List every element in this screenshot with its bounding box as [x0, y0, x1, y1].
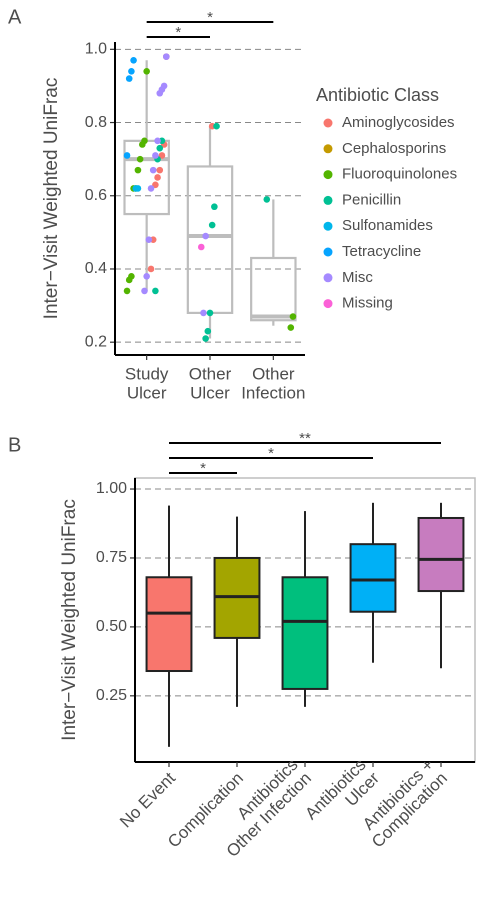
- point: [139, 141, 146, 148]
- panel-label: B: [8, 434, 21, 456]
- x-tick-label: Ulcer: [127, 383, 167, 402]
- x-tick-label: Other: [189, 364, 232, 383]
- significance-label: **: [299, 430, 311, 447]
- point: [211, 203, 218, 211]
- point: [156, 144, 164, 152]
- point: [136, 155, 144, 163]
- point: [143, 272, 150, 280]
- point: [125, 276, 133, 284]
- point: [149, 166, 157, 174]
- y-axis-title: Inter−Visit Weighted UniFrac: [59, 499, 80, 741]
- legend-title: Antibiotic Class: [316, 85, 439, 105]
- point: [200, 309, 207, 317]
- significance-label: *: [268, 445, 274, 462]
- point: [154, 174, 161, 181]
- legend-swatch: [323, 247, 333, 257]
- point: [163, 53, 170, 60]
- point: [152, 287, 159, 295]
- box: [417, 516, 465, 593]
- legend-label: Tetracycline: [342, 243, 421, 260]
- x-tick-label: Infection: [241, 383, 305, 402]
- point: [147, 265, 155, 273]
- legend-label: Penicillin: [342, 191, 401, 208]
- significance-label: *: [175, 24, 181, 41]
- point: [123, 287, 131, 295]
- point: [128, 67, 135, 75]
- y-tick-label: 0.8: [85, 114, 107, 131]
- legend-swatch: [323, 170, 333, 180]
- point: [154, 137, 161, 145]
- legend-swatch: [323, 273, 333, 283]
- y-tick-label: 0.6: [85, 187, 107, 204]
- x-tick-label: Ulcer: [190, 383, 230, 402]
- significance-label: *: [200, 460, 206, 477]
- point: [134, 166, 142, 174]
- point: [213, 122, 220, 130]
- y-tick-label: 1.0: [85, 41, 107, 58]
- point: [152, 181, 159, 189]
- y-tick-label: 0.4: [85, 260, 107, 277]
- point: [141, 287, 148, 295]
- panel-label: A: [8, 6, 22, 28]
- point: [287, 324, 295, 331]
- legend-label: Fluoroquinolones: [342, 166, 457, 183]
- legend-label: Missing: [342, 295, 393, 312]
- legend-label: Cephalosporins: [342, 140, 446, 157]
- box: [145, 576, 193, 673]
- y-tick-label: 0.2: [85, 333, 107, 350]
- point: [132, 185, 140, 192]
- point: [156, 89, 164, 97]
- point: [143, 67, 150, 75]
- legend-label: Sulfonamides: [342, 217, 433, 234]
- legend-swatch: [323, 195, 333, 205]
- point: [125, 75, 133, 82]
- point: [123, 152, 131, 159]
- y-tick-label: 0.50: [96, 618, 127, 635]
- x-tick-label: No Event: [116, 768, 179, 831]
- y-tick-label: 0.25: [96, 687, 127, 704]
- y-tick-label: 0.75: [96, 549, 127, 566]
- legend-label: Misc: [342, 269, 373, 286]
- box: [349, 543, 397, 613]
- legend-swatch: [323, 118, 333, 128]
- point: [208, 221, 216, 229]
- box: [186, 165, 234, 315]
- point: [152, 152, 159, 159]
- x-tick-label: Study: [125, 364, 169, 383]
- x-tick-label-group: No Event: [116, 768, 179, 831]
- box: [281, 576, 329, 690]
- box: [250, 256, 297, 322]
- point: [197, 243, 205, 251]
- point: [158, 152, 166, 159]
- point: [156, 166, 164, 174]
- point: [263, 196, 271, 203]
- legend-label: Aminoglycosides: [342, 114, 455, 131]
- box: [123, 139, 170, 216]
- point: [130, 57, 137, 64]
- legend-swatch: [323, 144, 333, 154]
- point: [206, 309, 214, 317]
- significance-label: *: [207, 9, 213, 26]
- point: [204, 327, 212, 335]
- legend-swatch: [323, 221, 333, 231]
- point: [289, 313, 297, 320]
- y-tick-label: 1.00: [96, 480, 127, 497]
- point: [202, 335, 209, 342]
- point: [147, 185, 155, 192]
- legend-swatch: [323, 299, 333, 309]
- y-axis-title: Inter−Visit Weighted UniFrac: [41, 78, 62, 320]
- x-tick-label: Other: [252, 364, 295, 383]
- point: [145, 236, 153, 243]
- point: [202, 232, 209, 240]
